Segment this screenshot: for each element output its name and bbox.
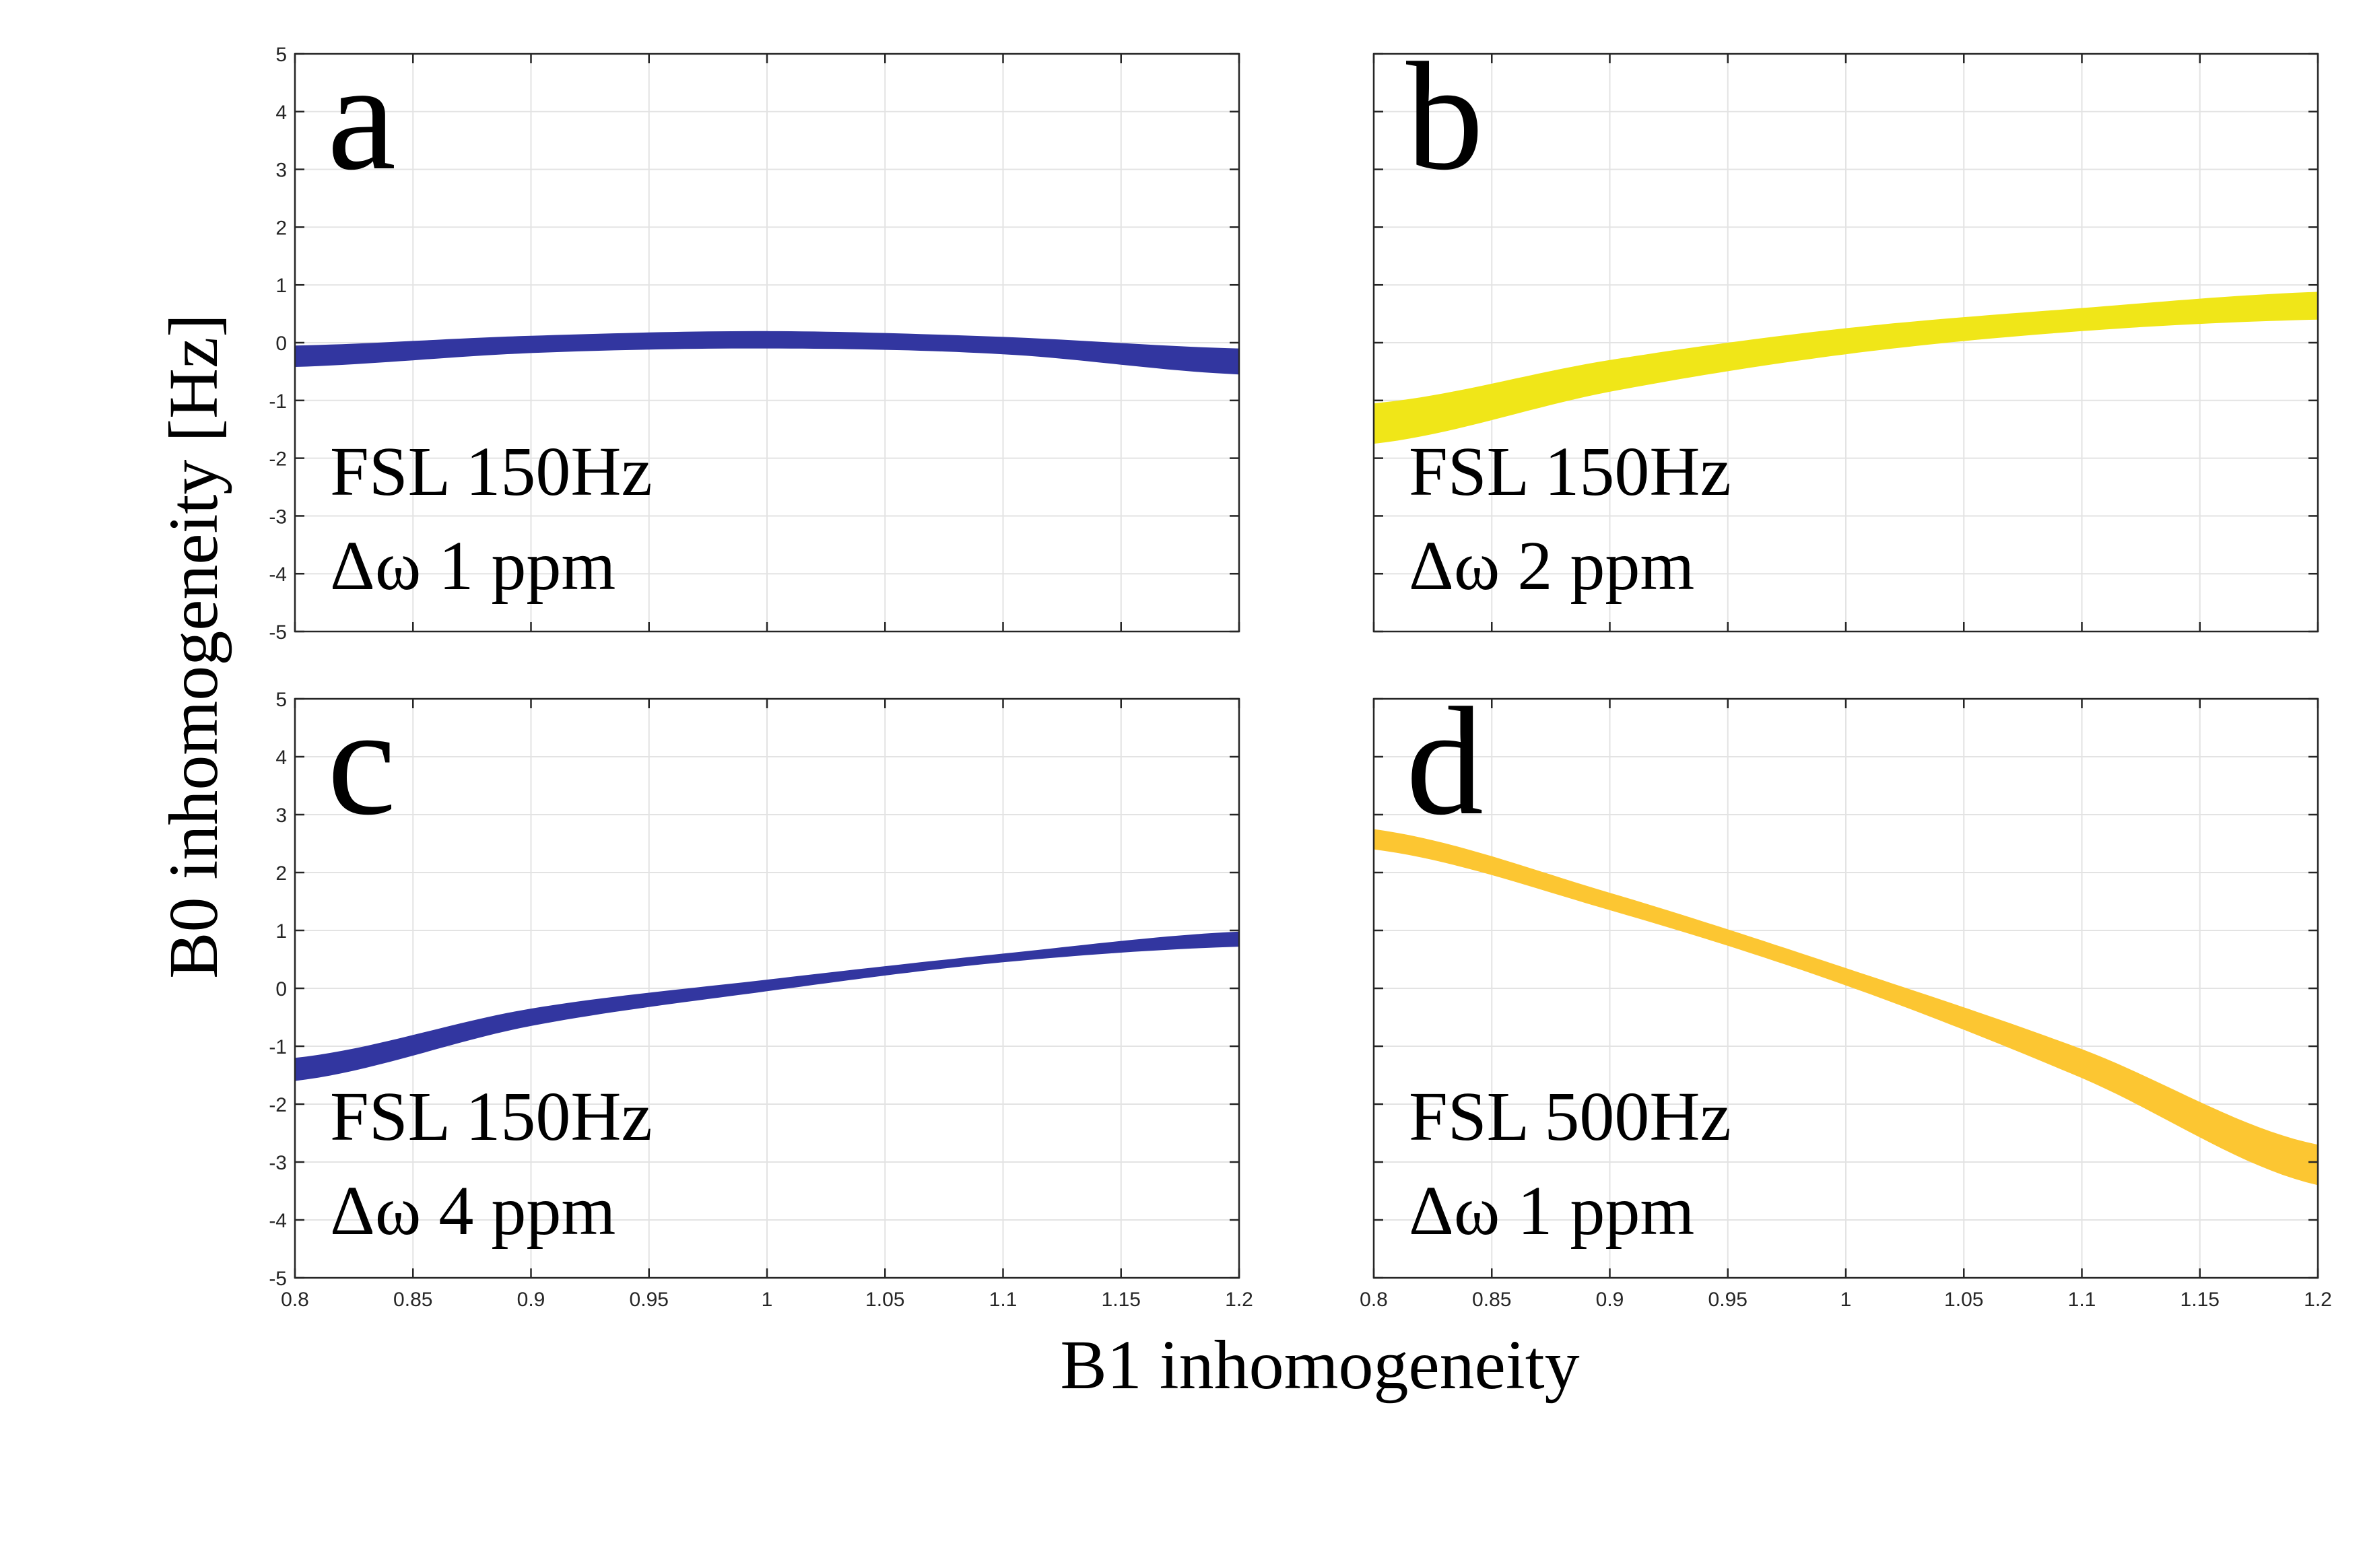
panel-d: 0.8 0.85 0.9 0.95 1 1.05 1.1 1.15 1.2 d FSL 500Hz Δ…	[1360, 675, 2332, 1311]
y-tick-label: 4	[275, 102, 287, 124]
y-tick-label: 3	[275, 805, 287, 827]
x-tick-label: 1.05	[865, 1289, 904, 1311]
x-tick-label: 1.15	[1102, 1289, 1141, 1311]
y-tick-label: -4	[269, 564, 287, 586]
x-tick-label: 1.2	[2304, 1289, 2332, 1311]
y-tick-label: -1	[269, 390, 287, 413]
y-tick-label: -4	[269, 1210, 287, 1232]
band-c	[295, 931, 1239, 1081]
y-tick-label: 2	[275, 862, 287, 885]
x-tick-label: 0.85	[393, 1289, 432, 1311]
panel-b: b FSL 150Hz Δω 2 ppm	[1372, 30, 2319, 633]
y-tick-label: -3	[269, 506, 287, 528]
x-tick-label: 1	[762, 1289, 773, 1311]
y-tick-label: 1	[275, 275, 287, 297]
x-tick-label: 0.8	[1360, 1289, 1388, 1311]
band-d	[1374, 829, 2318, 1186]
y-tick-label: 5	[275, 689, 287, 711]
band-b	[1374, 292, 2318, 444]
panel-annotation: Δω 4 ppm	[330, 1172, 615, 1250]
y-tick-label: 4	[275, 747, 287, 769]
panel-c: -5 -4 -3 -2 -1 0 1 2 3 4 5 0.8 0.85 0.9 0.95 1 1.05 1.1 1.…	[269, 675, 1253, 1311]
y-axis-title: B0 inhomogeneity [Hz]	[155, 314, 232, 979]
panel-annotation: FSL 150Hz	[330, 433, 653, 510]
panel-letter: b	[1406, 30, 1484, 202]
y-tick-label: -2	[269, 1094, 287, 1116]
band-a	[295, 331, 1239, 375]
y-tick-label: 3	[275, 160, 287, 182]
y-tick-label: -1	[269, 1036, 287, 1058]
x-tick-label: 0.8	[281, 1289, 309, 1311]
x-tick-label: 0.95	[630, 1289, 669, 1311]
panel-letter: c	[327, 675, 396, 847]
x-tick-label: 1.1	[989, 1289, 1018, 1311]
x-tick-label: 0.95	[1708, 1289, 1748, 1311]
y-tick-label: -2	[269, 448, 287, 471]
y-tick-label: -5	[269, 1268, 287, 1290]
panel-a: -5 -4 -3 -2 -1 0 1 2 3 4 5 a FSL 150Hz Δω 1 ppm	[269, 30, 1240, 644]
panel-annotation: FSL 150Hz	[1409, 433, 1731, 510]
x-tick-label: 0.9	[517, 1289, 545, 1311]
x-tick-label: 1.05	[1944, 1289, 1983, 1311]
x-tick-label: 1	[1840, 1289, 1852, 1311]
panel-letter: d	[1406, 675, 1484, 847]
panel-annotation: FSL 500Hz	[1409, 1078, 1731, 1155]
panel-annotation: Δω 1 ppm	[1409, 1172, 1694, 1250]
x-tick-label: 1.1	[2068, 1289, 2096, 1311]
panel-annotation: Δω 2 ppm	[1409, 527, 1694, 605]
x-tick-label: 1.15	[2181, 1289, 2220, 1311]
x-tick-label: 1.2	[1225, 1289, 1253, 1311]
y-tick-label: -3	[269, 1152, 287, 1174]
panel-annotation: Δω 1 ppm	[330, 527, 615, 605]
x-tick-label: 0.9	[1596, 1289, 1624, 1311]
y-tick-label: 5	[275, 44, 287, 66]
panel-annotation: FSL 150Hz	[330, 1078, 653, 1155]
y-tick-label: 1	[275, 920, 287, 943]
x-tick-label: 0.85	[1472, 1289, 1511, 1311]
y-tick-label: 0	[275, 978, 287, 1000]
y-tick-label: 0	[275, 333, 287, 355]
x-axis-title: B1 inhomogeneity	[1060, 1326, 1579, 1404]
y-tick-label: 2	[275, 217, 287, 239]
y-tick-label: -5	[269, 621, 287, 644]
panel-letter: a	[327, 30, 396, 202]
